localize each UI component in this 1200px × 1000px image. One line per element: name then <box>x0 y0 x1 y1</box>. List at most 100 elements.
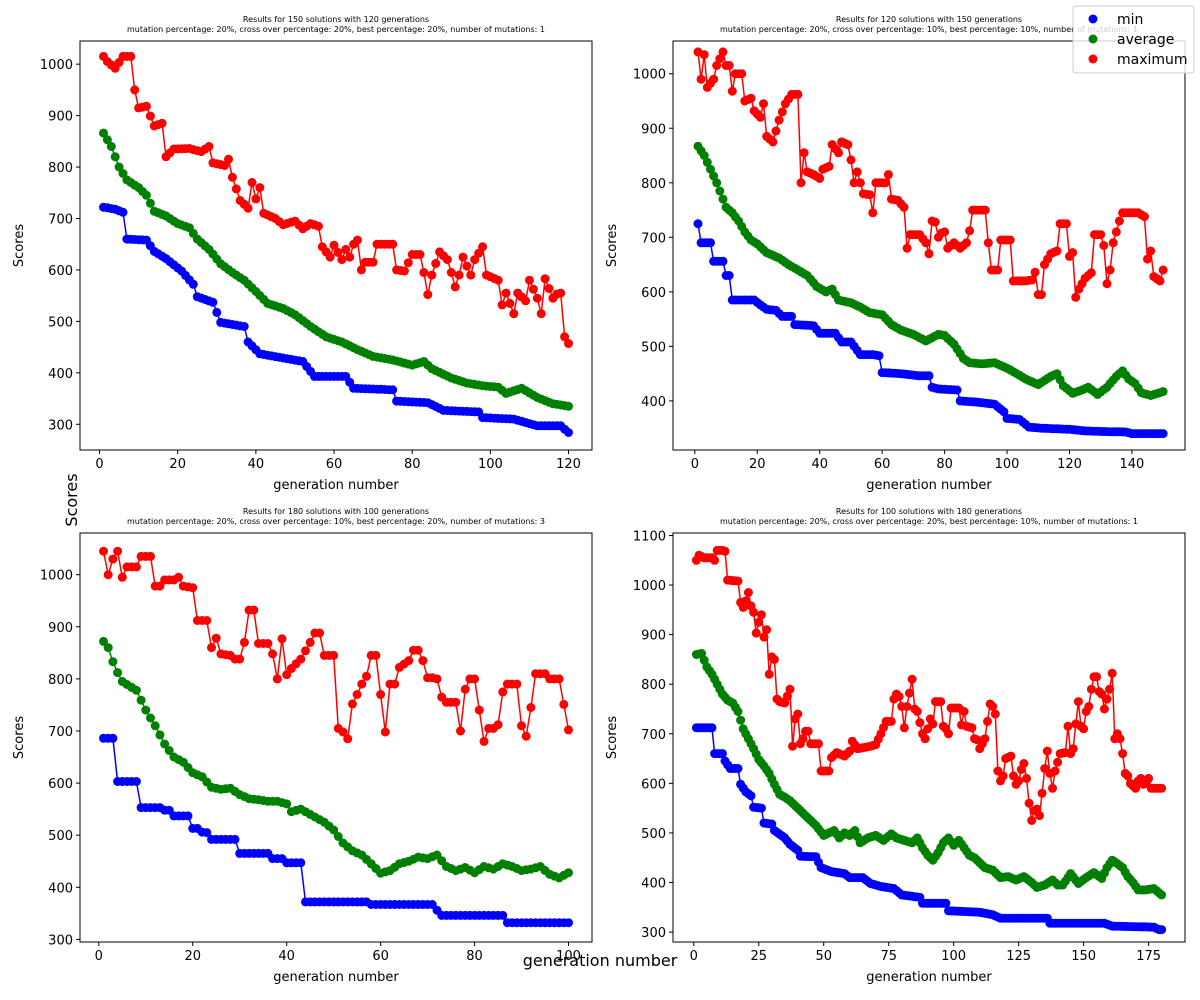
chart-title: Results for 180 solutions with 100 gener… <box>243 507 429 516</box>
x-tick-label: 0 <box>690 949 698 964</box>
y-tick-label: 800 <box>48 673 73 688</box>
data-point-maximum <box>1061 219 1071 229</box>
data-point-maximum <box>157 118 167 128</box>
data-point-average <box>155 730 165 740</box>
data-point-maximum <box>296 654 306 664</box>
data-point-average <box>113 668 123 678</box>
data-point-maximum <box>427 270 437 280</box>
data-point-min <box>388 385 398 395</box>
data-point-maximum <box>1118 749 1128 759</box>
y-tick-label: 700 <box>48 212 73 227</box>
data-point-maximum <box>356 265 366 275</box>
data-point-maximum <box>899 723 909 733</box>
data-point-maximum <box>404 656 414 666</box>
data-point-maximum <box>305 637 315 647</box>
chart-subtitle: mutation percentage: 20%, cross over per… <box>720 25 1138 34</box>
y-tick-label: 1000 <box>40 569 73 584</box>
data-point-maximum <box>431 259 441 268</box>
data-point-average <box>110 152 120 162</box>
x-tick-label: 60 <box>372 949 389 964</box>
data-point-average <box>718 194 728 204</box>
data-point-maximum <box>902 702 912 711</box>
data-point-maximum <box>204 142 214 151</box>
y-axis-label: Scores <box>12 224 27 267</box>
y-tick-label: 1000 <box>633 68 666 83</box>
data-point-min <box>718 256 728 266</box>
plot-frame <box>79 532 593 943</box>
data-point-maximum <box>965 226 975 236</box>
data-point-maximum <box>343 734 353 744</box>
data-point-maximum <box>497 300 507 310</box>
data-point-maximum <box>785 684 795 694</box>
data-point-average <box>329 825 339 835</box>
data-point-maximum <box>928 719 938 729</box>
data-point-maximum <box>1099 241 1109 250</box>
y-tick-label: 1000 <box>633 579 666 594</box>
data-point-maximum <box>1144 773 1154 783</box>
data-point-maximum <box>255 183 265 193</box>
data-point-average <box>333 832 343 841</box>
data-point-min <box>693 219 703 229</box>
data-point-maximum <box>843 140 853 150</box>
data-point-maximum <box>1068 744 1078 754</box>
y-tick-label: 600 <box>48 264 73 279</box>
data-point-maximum <box>788 741 798 751</box>
data-point-min <box>212 307 222 317</box>
data-point-average <box>131 685 141 695</box>
data-point-maximum <box>1014 776 1024 786</box>
x-tick-label: 0 <box>95 457 103 472</box>
data-point-maximum <box>466 270 476 280</box>
data-point-maximum <box>1102 694 1112 704</box>
data-point-maximum <box>247 178 257 187</box>
data-point-maximum <box>277 634 287 644</box>
data-point-average <box>712 178 722 188</box>
x-tick-label: 0 <box>95 949 103 964</box>
data-point-maximum <box>528 284 538 294</box>
data-point-maximum <box>1107 668 1117 678</box>
data-point-min <box>733 764 743 773</box>
x-tick-label: 20 <box>749 457 766 472</box>
x-tick-label: 175 <box>1136 949 1161 964</box>
data-point-average <box>164 746 174 755</box>
data-point-maximum <box>456 726 465 736</box>
y-tick-label: 400 <box>48 367 73 382</box>
legend-marker-average <box>1088 34 1098 44</box>
data-point-maximum <box>126 51 136 61</box>
x-tick-label: 100 <box>995 457 1020 472</box>
data-point-maximum <box>936 697 946 707</box>
data-point-maximum <box>793 89 803 99</box>
data-point-maximum <box>1143 254 1152 264</box>
data-point-average <box>715 186 725 196</box>
data-point-maximum <box>1022 773 1031 783</box>
data-point-maximum <box>880 178 890 188</box>
x-tick-label: 120 <box>1057 457 1082 472</box>
x-tick-label: 80 <box>404 457 421 472</box>
data-point-maximum <box>174 572 184 582</box>
y-tick-label: 300 <box>48 933 73 948</box>
data-point-min <box>239 322 249 331</box>
data-point-maximum <box>905 688 914 698</box>
data-point-average <box>564 868 573 878</box>
data-point-maximum <box>347 699 357 709</box>
data-point-maximum <box>521 296 531 306</box>
data-point-maximum <box>141 101 151 111</box>
y-tick-label: 300 <box>48 418 73 433</box>
data-point-maximum <box>341 244 351 254</box>
data-point-maximum <box>423 290 433 300</box>
data-point-maximum <box>1139 212 1149 222</box>
data-point-maximum <box>493 720 503 730</box>
data-point-maximum <box>718 47 728 57</box>
data-point-maximum <box>1027 816 1037 825</box>
data-point-average <box>1157 890 1167 900</box>
data-point-min <box>188 279 198 289</box>
chart-subtitle: mutation percentage: 20%, cross over per… <box>127 517 545 526</box>
legend-marker-min <box>1088 14 1098 24</box>
data-point-maximum <box>940 227 950 237</box>
data-point-maximum <box>1158 265 1168 275</box>
data-point-maximum <box>751 628 761 638</box>
figure-xlabel: generation number <box>523 951 678 970</box>
data-point-maximum <box>849 178 859 188</box>
data-point-average <box>102 135 112 145</box>
data-point-maximum <box>517 721 526 731</box>
data-point-maximum <box>799 148 809 158</box>
